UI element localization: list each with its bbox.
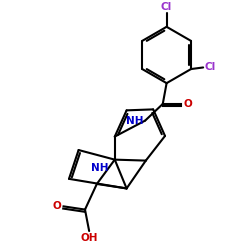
Text: Cl: Cl <box>204 62 216 72</box>
Text: OH: OH <box>80 233 98 243</box>
Text: O: O <box>184 99 192 109</box>
Text: Cl: Cl <box>161 2 172 12</box>
Text: NH: NH <box>126 116 143 126</box>
Text: O: O <box>53 201 62 211</box>
Text: NH: NH <box>92 162 109 172</box>
